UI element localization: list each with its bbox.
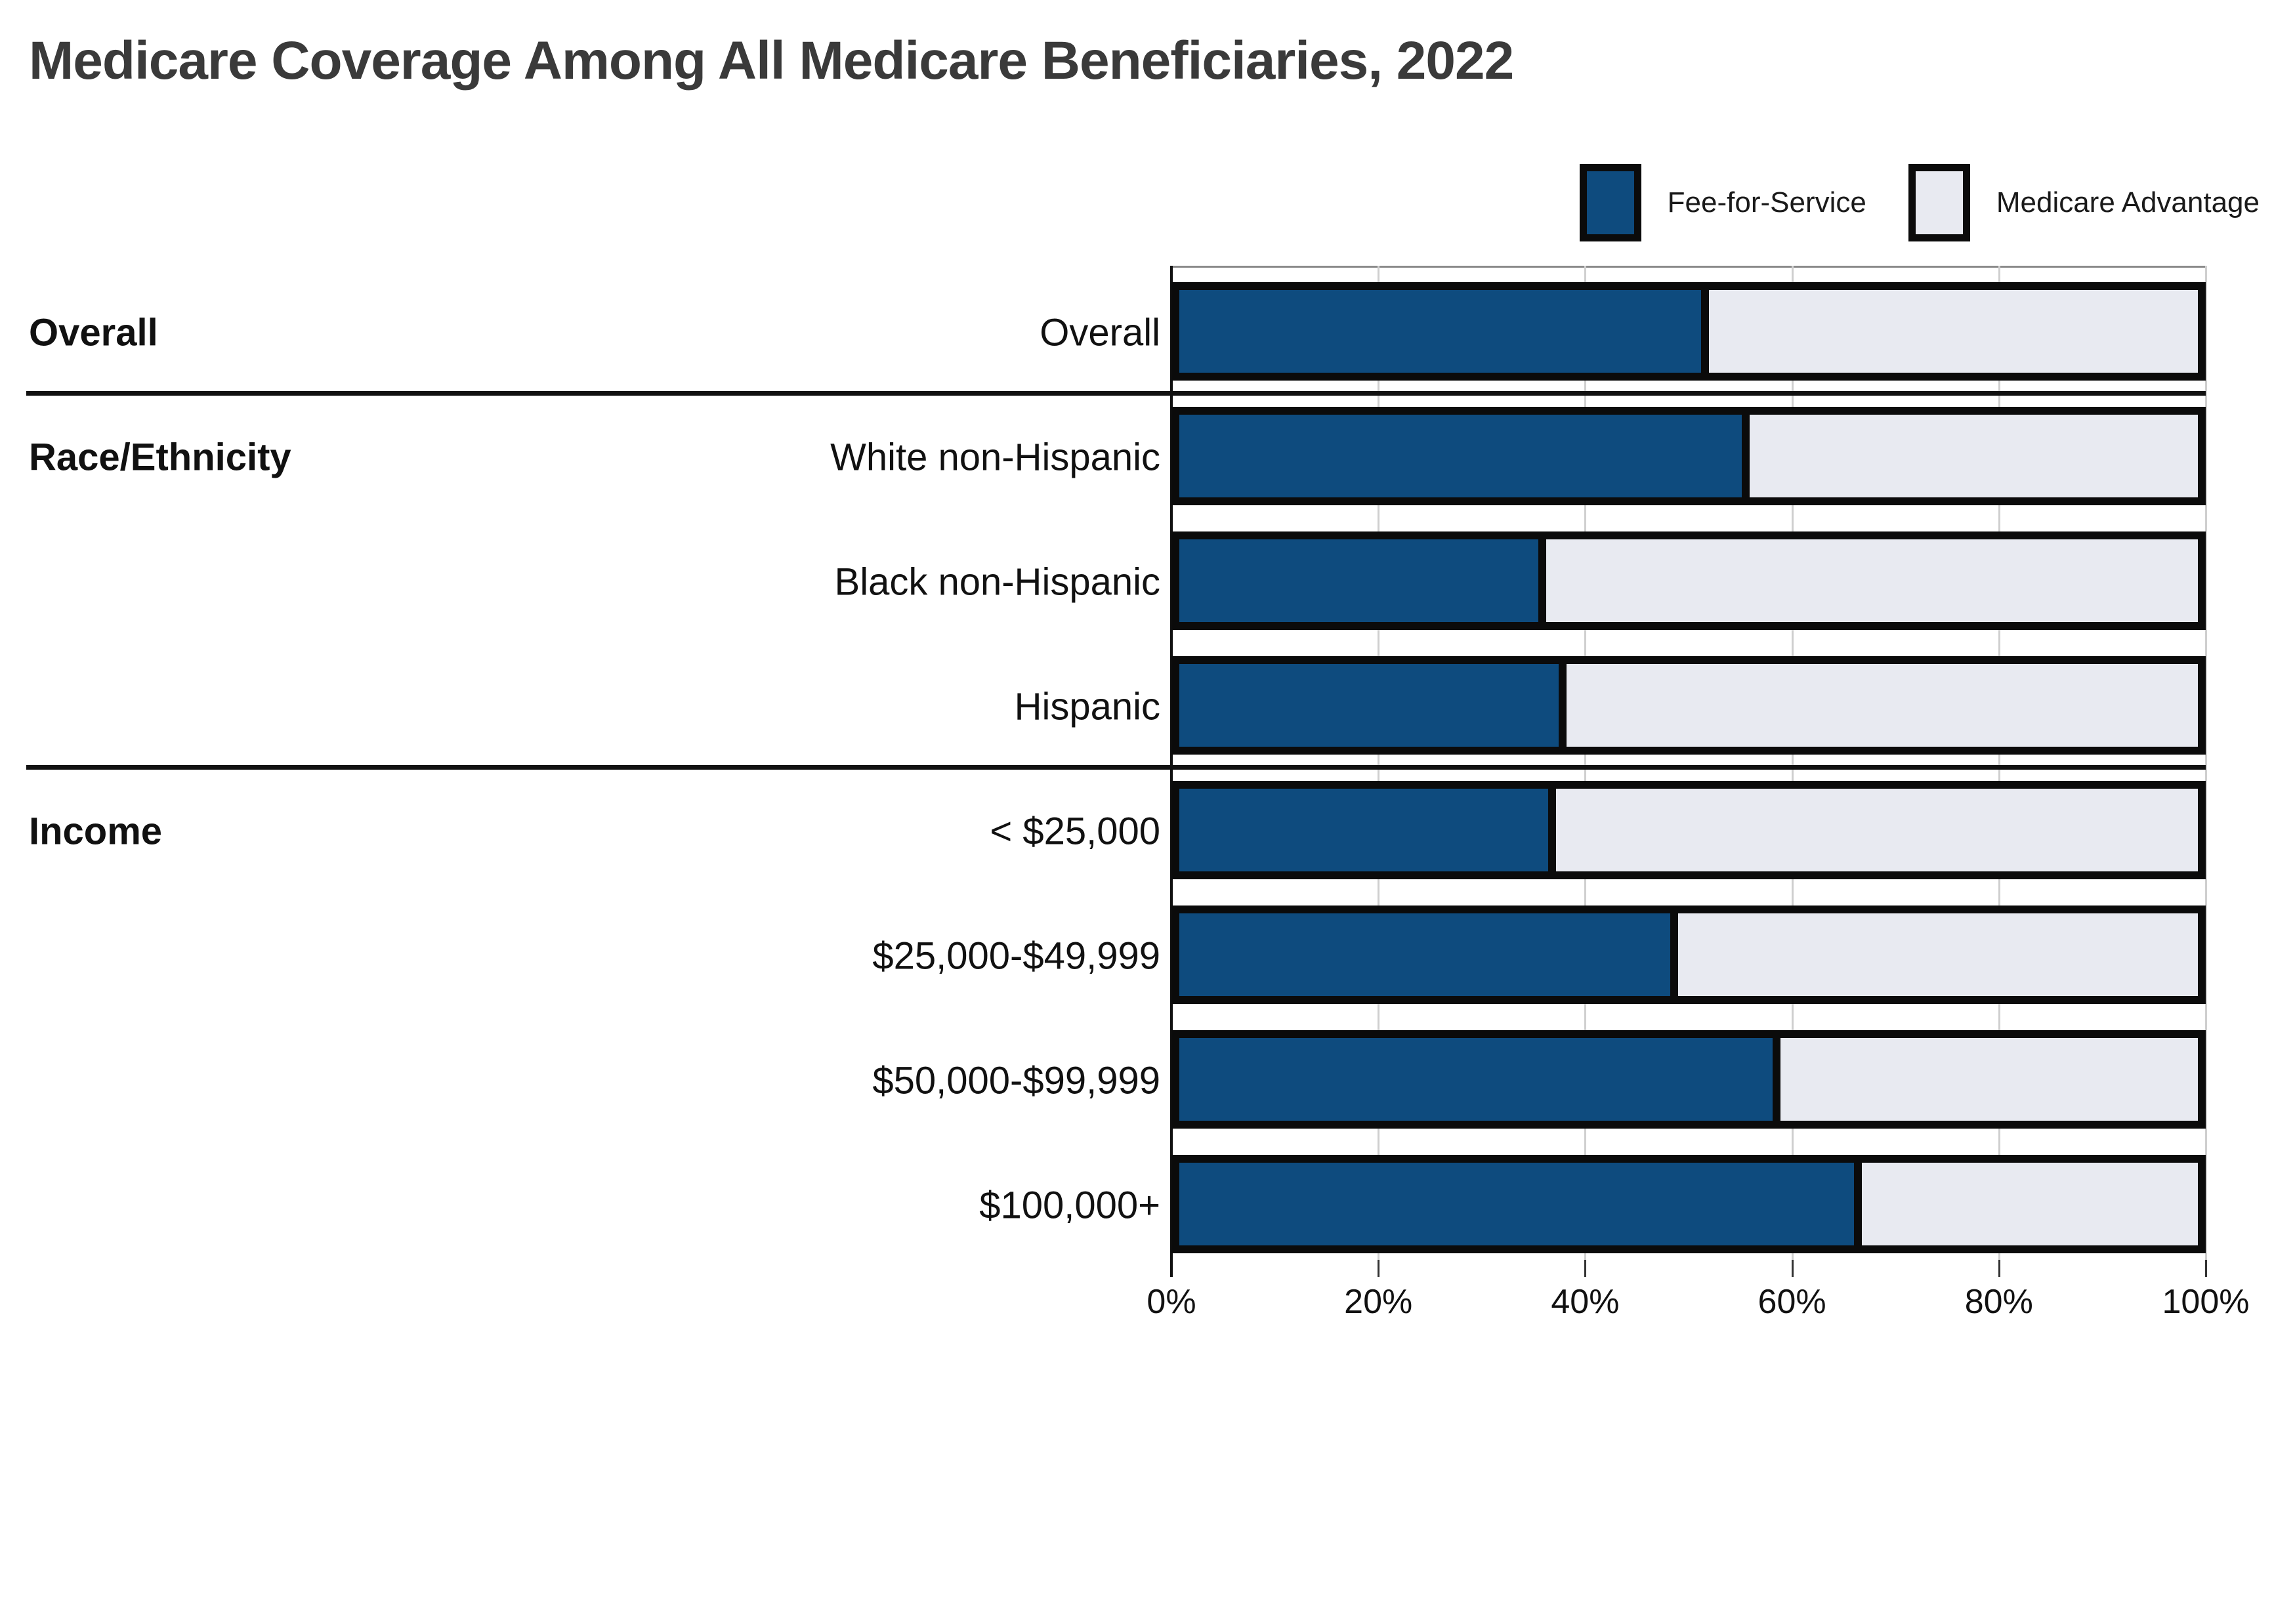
x-axis-tick-20% [1378, 1260, 1380, 1277]
category-label-$25,000-$49,999: $25,000-$49,999 [872, 934, 1160, 978]
x-axis-tick-label-20%: 20% [1344, 1283, 1413, 1321]
gridline-40% [1584, 266, 1587, 1260]
gridline-60% [1791, 266, 1794, 1260]
x-axis-tick-label-40%: 40% [1551, 1283, 1620, 1321]
x-axis-tick-label-100%: 100% [2162, 1283, 2250, 1321]
section-divider-Race/Ethnicity [26, 391, 2206, 396]
chart-title: Medicare Coverage Among All Medicare Ben… [29, 31, 1514, 91]
bar-segment-fee-for-service-White non-Hispanic[interactable] [1179, 415, 1750, 497]
x-axis-tick-label-0%: 0% [1147, 1283, 1196, 1321]
x-axis-tick-label-60%: 60% [1758, 1283, 1826, 1321]
bar-segment-fee-for-service-$100,000+[interactable] [1179, 1163, 1862, 1245]
category-label-$100,000+: $100,000+ [979, 1184, 1160, 1227]
x-axis-tick-label-80%: 80% [1964, 1283, 2033, 1321]
group-label-Income: Income [29, 810, 163, 853]
group-label-Race/Ethnicity: Race/Ethnicity [29, 436, 291, 479]
section-divider-Income [26, 765, 2206, 770]
category-label-White non-Hispanic: White non-Hispanic [830, 436, 1160, 479]
bar-segment-fee-for-service-Hispanic[interactable] [1179, 664, 1567, 747]
x-axis-tick-40% [1584, 1260, 1587, 1277]
gridline-80% [1998, 266, 2000, 1260]
category-label-< $25,000: < $25,000 [990, 810, 1160, 853]
gridline-100% [2205, 266, 2207, 1260]
category-label-Black non-Hispanic: Black non-Hispanic [834, 560, 1160, 604]
legend-entry-medicare-advantage: Medicare Advantage [1908, 164, 2260, 241]
medicare-advantage-swatch-icon [1908, 164, 1970, 241]
bar-Black non-Hispanic[interactable] [1171, 531, 2206, 630]
legend-label-medicare-advantage: Medicare Advantage [1996, 186, 2260, 219]
category-label-$50,000-$99,999: $50,000-$99,999 [872, 1059, 1160, 1102]
legend: Fee-for-Service Medicare Advantage [1579, 164, 2260, 241]
fee-for-service-swatch-icon [1579, 164, 1641, 241]
bar-Hispanic[interactable] [1171, 656, 2206, 755]
bar-$100,000+[interactable] [1171, 1155, 2206, 1253]
x-axis-tick-100% [2205, 1260, 2207, 1277]
x-axis-tick-60% [1791, 1260, 1794, 1277]
legend-entry-fee-for-service: Fee-for-Service [1579, 164, 1866, 241]
legend-label-fee-for-service: Fee-for-Service [1667, 186, 1866, 219]
bar-Overall[interactable] [1171, 282, 2206, 381]
bar-segment-fee-for-service-Overall[interactable] [1179, 290, 1710, 373]
y-axis-line [1170, 266, 1173, 1277]
bar-< $25,000[interactable] [1171, 781, 2206, 879]
bar-segment-fee-for-service-$25,000-$49,999[interactable] [1179, 913, 1679, 996]
bar-segment-fee-for-service-$50,000-$99,999[interactable] [1179, 1038, 1780, 1121]
bar-$25,000-$49,999[interactable] [1171, 906, 2206, 1004]
x-axis-tick-80% [1998, 1260, 2000, 1277]
plot-top-border [1171, 266, 2206, 268]
bar-segment-fee-for-service-Black non-Hispanic[interactable] [1179, 539, 1546, 622]
gridline-20% [1378, 266, 1380, 1260]
category-label-Overall: Overall [1040, 311, 1160, 354]
bar-White non-Hispanic[interactable] [1171, 407, 2206, 505]
bar-$50,000-$99,999[interactable] [1171, 1030, 2206, 1129]
category-label-Hispanic: Hispanic [1014, 685, 1160, 728]
group-label-Overall: Overall [29, 311, 158, 354]
bar-segment-fee-for-service-< $25,000[interactable] [1179, 789, 1557, 871]
